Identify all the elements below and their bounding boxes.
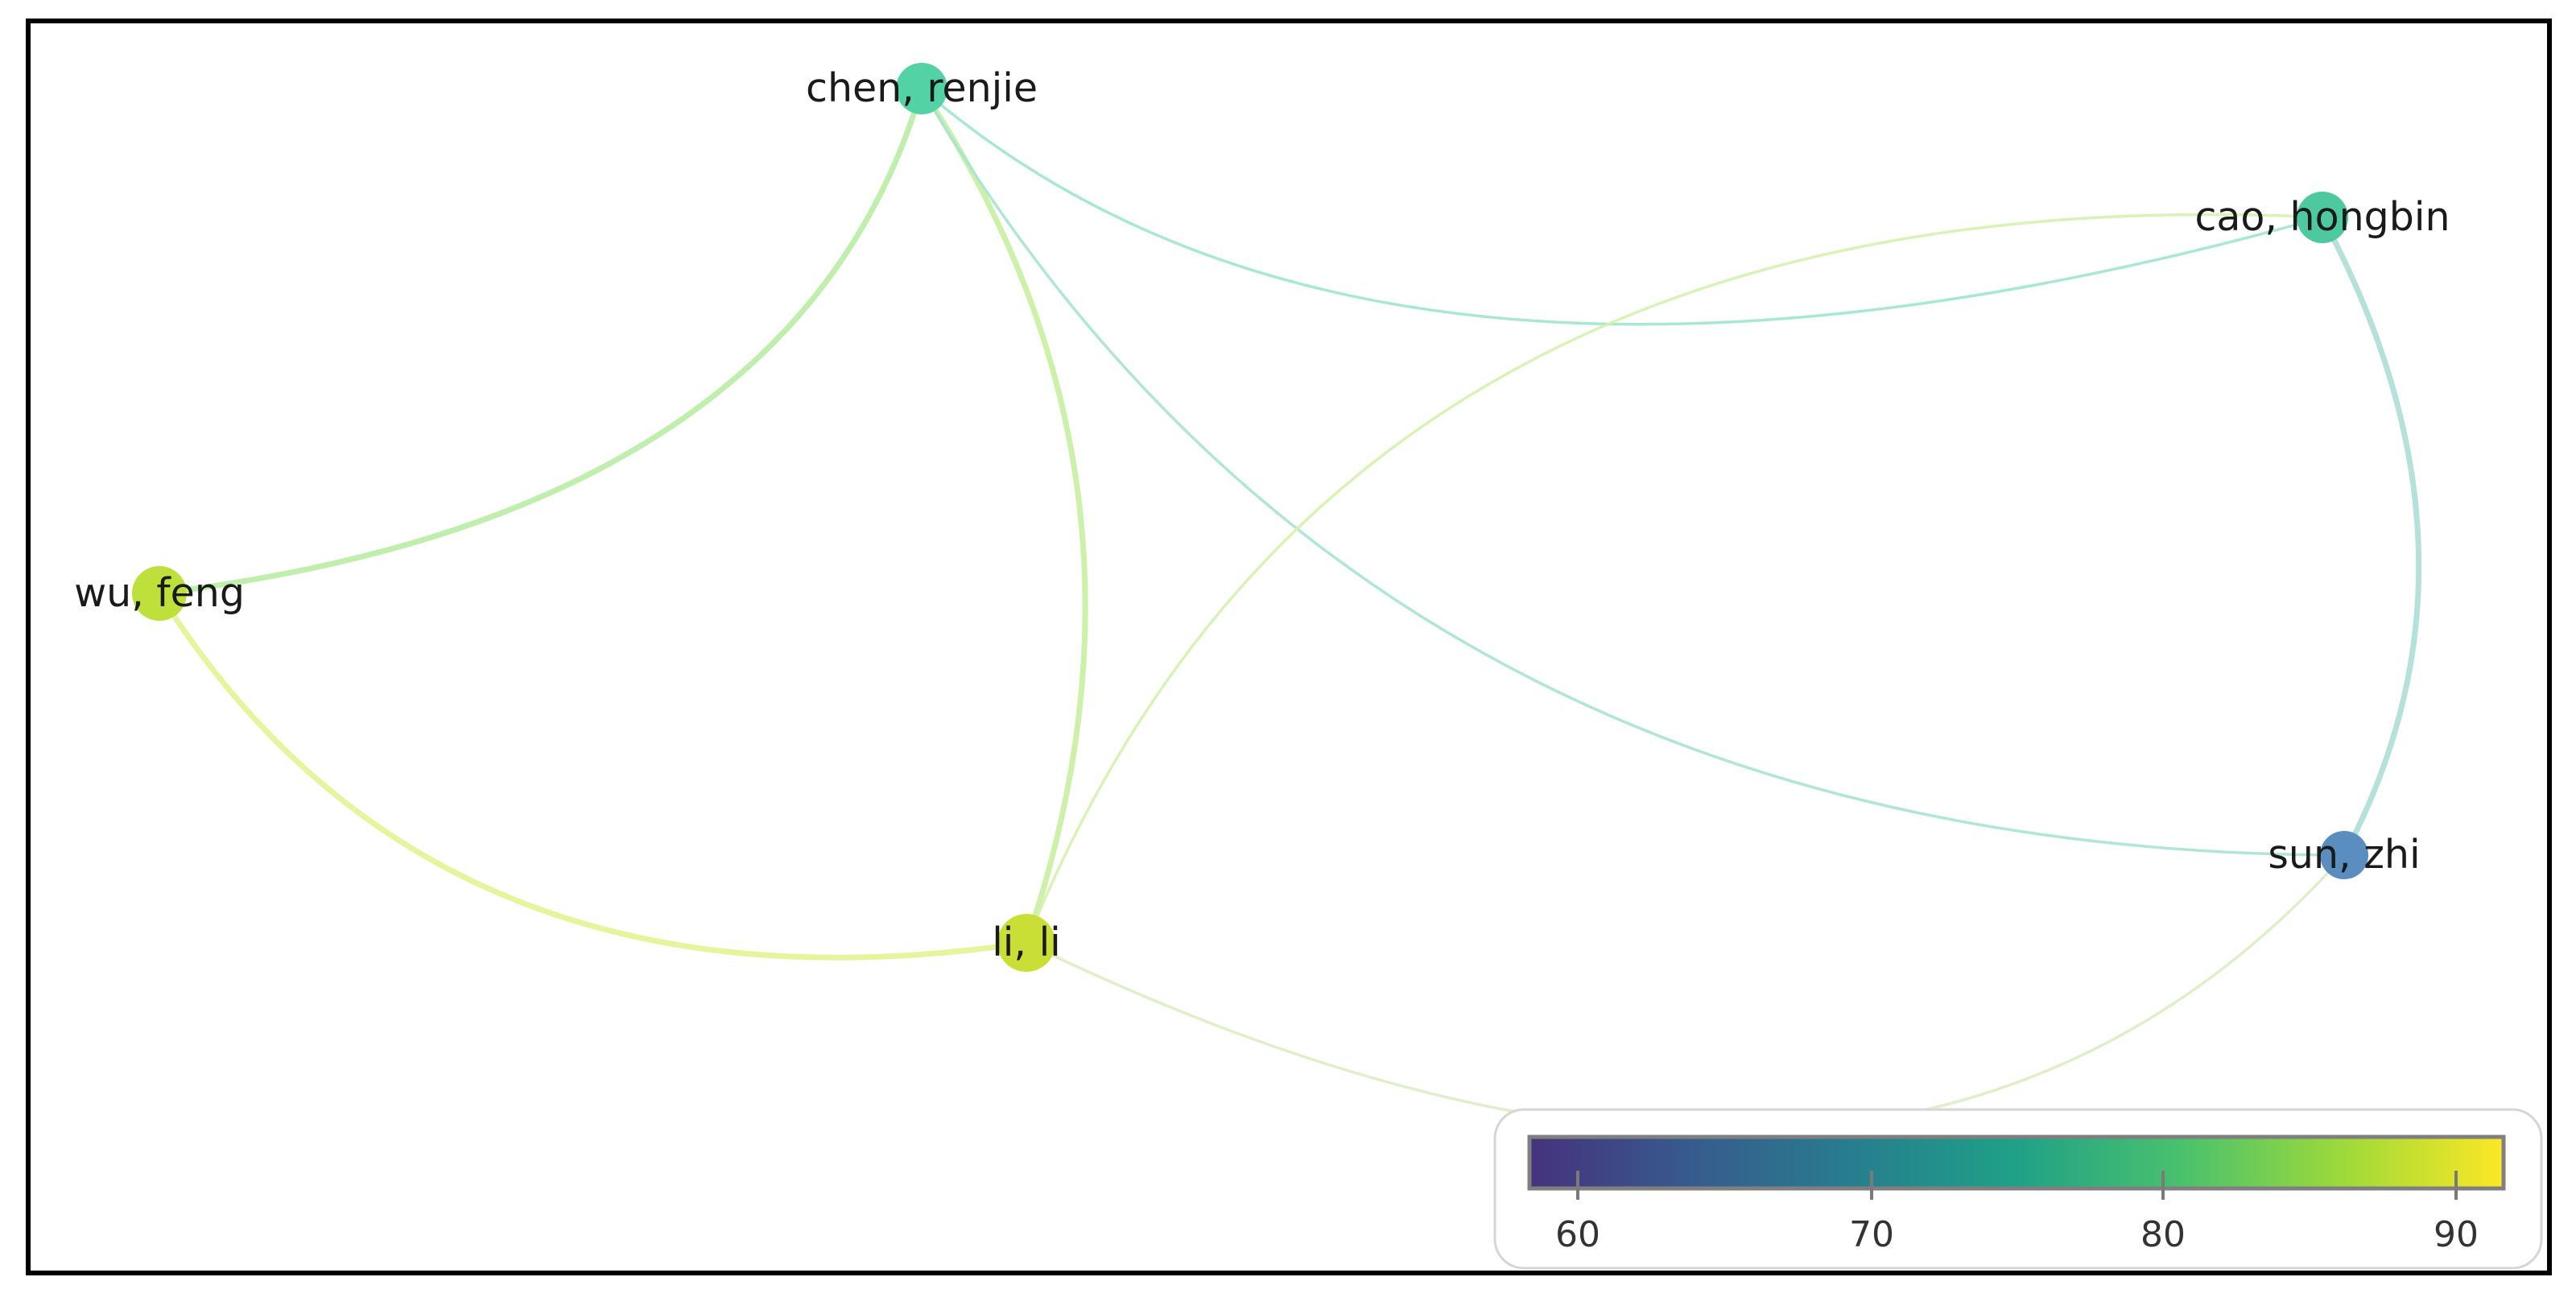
colorbar-tick-label: 90: [2434, 1214, 2479, 1255]
node-label: sun, zhi: [2268, 832, 2420, 878]
nodes: chen, renjie cao, hongbin wu, feng li, l…: [74, 63, 2450, 972]
colorbar-legend: 60 70 80 90: [1493, 1108, 2543, 1270]
colorbar-gradient: [1527, 1134, 2506, 1191]
node-sun-zhi[interactable]: sun, zhi: [2268, 831, 2421, 879]
edge-chen-cao: [920, 87, 2323, 326]
colorbar-tick-label: 70: [1849, 1214, 1894, 1255]
edge-cao-li: [1025, 213, 2323, 944]
node-label: chen, renjie: [806, 65, 1038, 111]
colorbar-tick-label: 80: [2140, 1214, 2186, 1255]
node-cao-hongbin[interactable]: cao, hongbin: [2194, 192, 2450, 243]
edge-li-sun: [1026, 853, 2346, 1134]
node-label: wu, feng: [74, 570, 245, 616]
node-marker[interactable]: [2297, 192, 2348, 243]
node-wu-feng[interactable]: wu, feng: [74, 566, 245, 621]
node-marker[interactable]: [997, 914, 1055, 972]
colorbar-tick-label: 60: [1555, 1214, 1600, 1255]
node-chen-renjie[interactable]: chen, renjie: [806, 63, 1038, 114]
colorbar-tick-70: 70: [1849, 1171, 1894, 1255]
node-marker[interactable]: [2320, 831, 2368, 879]
edge-chen-wu: [159, 88, 925, 597]
edge-chen-sun: [920, 88, 2345, 857]
edge-wu-li: [157, 592, 1027, 961]
colorbar-tick-90: 90: [2434, 1171, 2479, 1255]
colorbar-tick-60: 60: [1555, 1171, 1600, 1255]
node-marker[interactable]: [132, 566, 187, 621]
node-marker[interactable]: [896, 63, 947, 114]
node-label: li, li: [992, 920, 1061, 965]
node-label: cao, hongbin: [2194, 194, 2450, 240]
edge-chen-li: [919, 87, 1088, 944]
node-li-li[interactable]: li, li: [992, 914, 1061, 972]
edges: [157, 87, 2422, 1134]
edge-cao-sun: [2319, 216, 2422, 857]
network-frame: [26, 19, 2552, 1275]
colorbar-tick-80: 80: [2140, 1171, 2186, 1255]
